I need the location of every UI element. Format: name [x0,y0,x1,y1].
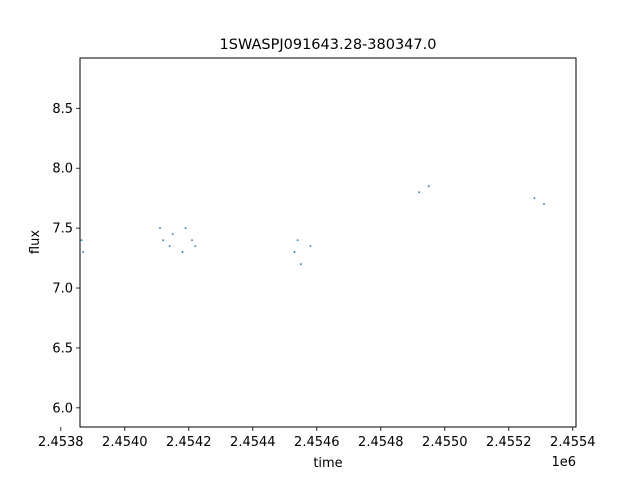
data-point [181,251,184,253]
y-axis-ticks: 6.0 6.5 7.0 7.5 8.0 8.5 [52,102,80,416]
data-point [171,233,174,236]
data-point [194,245,197,247]
x-tick-label: 2.4550 [422,435,468,450]
y-tick-label: 8.0 [52,162,73,177]
y-tick-label: 8.5 [52,102,73,117]
plot-frame [79,57,577,428]
data-point [162,239,165,242]
x-tick-label: 2.4552 [486,435,532,450]
data-point [168,245,171,247]
data-point [184,227,187,230]
data-point [296,239,299,242]
x-tick-label: 2.4542 [166,435,212,450]
data-point [533,197,536,200]
data-points [80,185,545,265]
data-point [82,251,85,253]
y-tick-label: 7.5 [52,222,73,237]
data-point [309,245,312,247]
data-point [80,239,83,242]
x-tick-label: 2.4544 [230,435,276,450]
x-tick-label: 2.4548 [358,435,404,450]
x-axis-ticks: 2.4538 2.4540 2.4542 2.4544 2.4546 2.4548 2.45… [38,427,596,450]
y-axis-label: flux [28,230,43,254]
data-point [299,263,302,265]
data-point [427,185,430,188]
x-axis-offset-label: 1e6 [551,455,576,470]
data-point [293,251,296,253]
x-axis-label: time [313,456,342,471]
x-tick-label: 2.4538 [38,435,84,450]
y-tick-label: 6.0 [52,401,73,416]
data-point [159,227,161,230]
data-point [418,191,421,194]
y-tick-label: 7.0 [52,282,73,297]
data-point [543,203,545,206]
x-tick-label: 2.4540 [102,435,148,450]
x-tick-label: 2.4554 [550,435,596,450]
chart-title: 1SWASPJ091643.28-380347.0 [220,37,437,53]
data-point [191,239,193,242]
x-tick-label: 2.4546 [294,435,340,450]
y-tick-label: 6.5 [52,341,73,356]
